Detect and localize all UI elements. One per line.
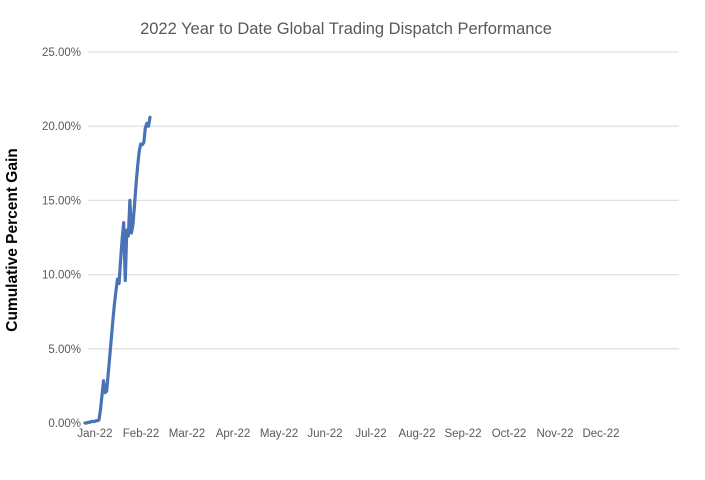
y-axis-title: Cumulative Percent Gain	[4, 148, 21, 331]
y-axis-tick-labels: 0.00% 5.00% 10.00% 15.00% 20.00% 25.00%	[42, 47, 81, 430]
x-axis-tick-labels: Jan-22 Feb-22 Mar-22 Apr-22 May-22 Jun-22 Jul-…	[77, 428, 619, 440]
x-axis-tick-label: Jan-22	[77, 428, 112, 440]
x-axis-tick-label: Sep-22	[444, 428, 481, 440]
x-axis-tick-label: Jun-22	[307, 428, 342, 440]
data-series-line	[83, 115, 152, 425]
y-axis-tick-label: 25.00%	[42, 47, 81, 59]
gridlines-layer	[88, 51, 679, 350]
chart-title: 2022 Year to Date Global Trading Dispatc…	[140, 20, 552, 38]
x-axis-tick-label: Aug-22	[398, 428, 435, 440]
y-axis-tick-label: 5.00%	[48, 344, 81, 356]
y-axis-tick-label: 20.00%	[42, 121, 81, 133]
x-axis-tick-label: Mar-22	[169, 428, 205, 440]
x-axis-tick-label: May-22	[260, 428, 298, 440]
data-series-layer	[83, 115, 152, 425]
x-axis-tick-label: Oct-22	[492, 428, 527, 440]
x-axis-tick-label: Apr-22	[216, 428, 251, 440]
y-axis-tick-label: 15.00%	[42, 195, 81, 207]
x-axis-tick-label: Dec-22	[582, 428, 619, 440]
x-axis-tick-label: Feb-22	[123, 428, 159, 440]
y-axis-tick-label: 0.00%	[48, 418, 81, 430]
x-axis-tick-label: Jul-22	[355, 428, 386, 440]
y-axis-tick-label: 10.00%	[42, 270, 81, 282]
x-axis-tick-label: Nov-22	[536, 428, 573, 440]
